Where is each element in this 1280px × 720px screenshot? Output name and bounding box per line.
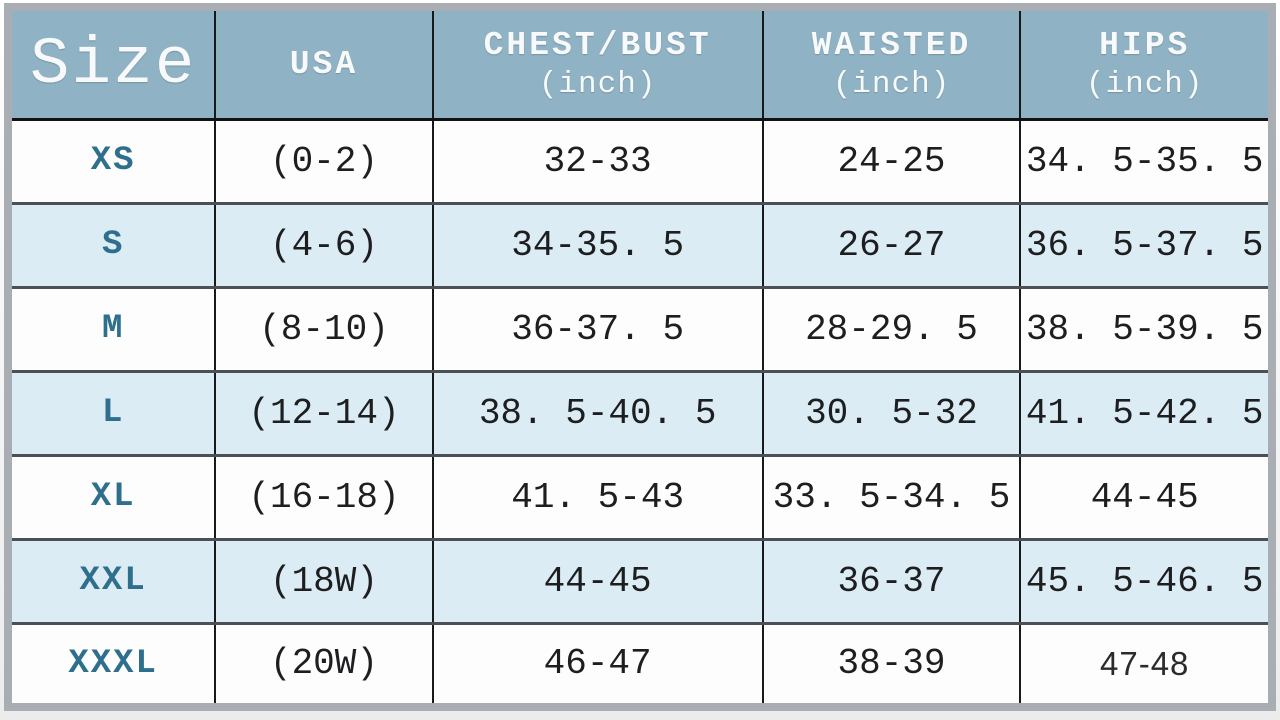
size-label: XXXL — [8, 621, 216, 707]
usa-header-label: USA — [289, 45, 359, 83]
size-label: XXL — [8, 537, 216, 623]
waist-value: 33. 5-34. 5 — [761, 453, 1021, 539]
usa-value: (4-6) — [214, 201, 433, 287]
chest-value: 36-37. 5 — [431, 285, 763, 371]
waist-header-label: WAISTED — [811, 26, 972, 64]
hips-value: 41. 5-42. 5 — [1019, 369, 1272, 455]
usa-value: (16-18) — [214, 453, 433, 539]
waist-value: 28-29. 5 — [761, 285, 1021, 371]
chest-value: 32-33 — [431, 117, 763, 203]
usa-value: (18W) — [214, 537, 433, 623]
hips-value: 45. 5-46. 5 — [1019, 537, 1272, 623]
waist-header-unit: (inch) — [832, 66, 951, 102]
table-body: XS (0-2) 32-33 24-25 34. 5-35. 5 S (4-6)… — [8, 117, 1272, 707]
table-header: Size USA CHEST/BUST (inch) WAISTED (inch… — [8, 7, 1272, 121]
waist-value: 36-37 — [761, 537, 1021, 623]
chest-header-label: CHEST/BUST — [483, 26, 712, 64]
size-chart-table: Size USA CHEST/BUST (inch) WAISTED (inch… — [4, 3, 1276, 711]
size-label: M — [8, 285, 216, 371]
usa-value: (8-10) — [214, 285, 433, 371]
hips-value: 34. 5-35. 5 — [1019, 117, 1272, 203]
table-row-l: L (12-14) 38. 5-40. 5 30. 5-32 41. 5-42.… — [8, 369, 1272, 455]
waist-value: 38-39 — [761, 621, 1021, 707]
size-header-label: Size — [29, 26, 197, 102]
chest-value: 44-45 — [431, 537, 763, 623]
table-row-xl: XL (16-18) 41. 5-43 33. 5-34. 5 44-45 — [8, 453, 1272, 539]
table-row-xxl: XXL (18W) 44-45 36-37 45. 5-46. 5 — [8, 537, 1272, 623]
usa-value: (12-14) — [214, 369, 433, 455]
header-row: Size USA CHEST/BUST (inch) WAISTED (inch… — [8, 7, 1272, 121]
hips-value: 44-45 — [1019, 453, 1272, 539]
size-label: S — [8, 201, 216, 287]
table-row-xxxl: XXXL (20W) 46-47 38-39 47-48 — [8, 621, 1272, 707]
usa-value: (0-2) — [214, 117, 433, 203]
header-cell-hips: HIPS (inch) — [1019, 7, 1272, 121]
usa-value: (20W) — [214, 621, 433, 707]
chest-value: 46-47 — [431, 621, 763, 707]
hips-header-unit: (inch) — [1085, 66, 1204, 102]
header-cell-size: Size — [8, 7, 216, 121]
table-row-xs: XS (0-2) 32-33 24-25 34. 5-35. 5 — [8, 117, 1272, 203]
size-label: L — [8, 369, 216, 455]
hips-value-patched: 47-48 — [1019, 621, 1272, 707]
hips-value: 36. 5-37. 5 — [1019, 201, 1272, 287]
chest-value: 41. 5-43 — [431, 453, 763, 539]
waist-value: 26-27 — [761, 201, 1021, 287]
size-label: XS — [8, 117, 216, 203]
waist-value: 30. 5-32 — [761, 369, 1021, 455]
header-cell-usa: USA — [214, 7, 433, 121]
hips-value: 38. 5-39. 5 — [1019, 285, 1272, 371]
header-cell-chest: CHEST/BUST (inch) — [431, 7, 763, 121]
table-row-m: M (8-10) 36-37. 5 28-29. 5 38. 5-39. 5 — [8, 285, 1272, 371]
chest-header-unit: (inch) — [538, 66, 657, 102]
chest-value: 38. 5-40. 5 — [431, 369, 763, 455]
chest-value: 34-35. 5 — [431, 201, 763, 287]
size-label: XL — [8, 453, 216, 539]
hips-header-label: HIPS — [1099, 26, 1191, 64]
waist-value: 24-25 — [761, 117, 1021, 203]
table-row-s: S (4-6) 34-35. 5 26-27 36. 5-37. 5 — [8, 201, 1272, 287]
header-cell-waist: WAISTED (inch) — [761, 7, 1021, 121]
